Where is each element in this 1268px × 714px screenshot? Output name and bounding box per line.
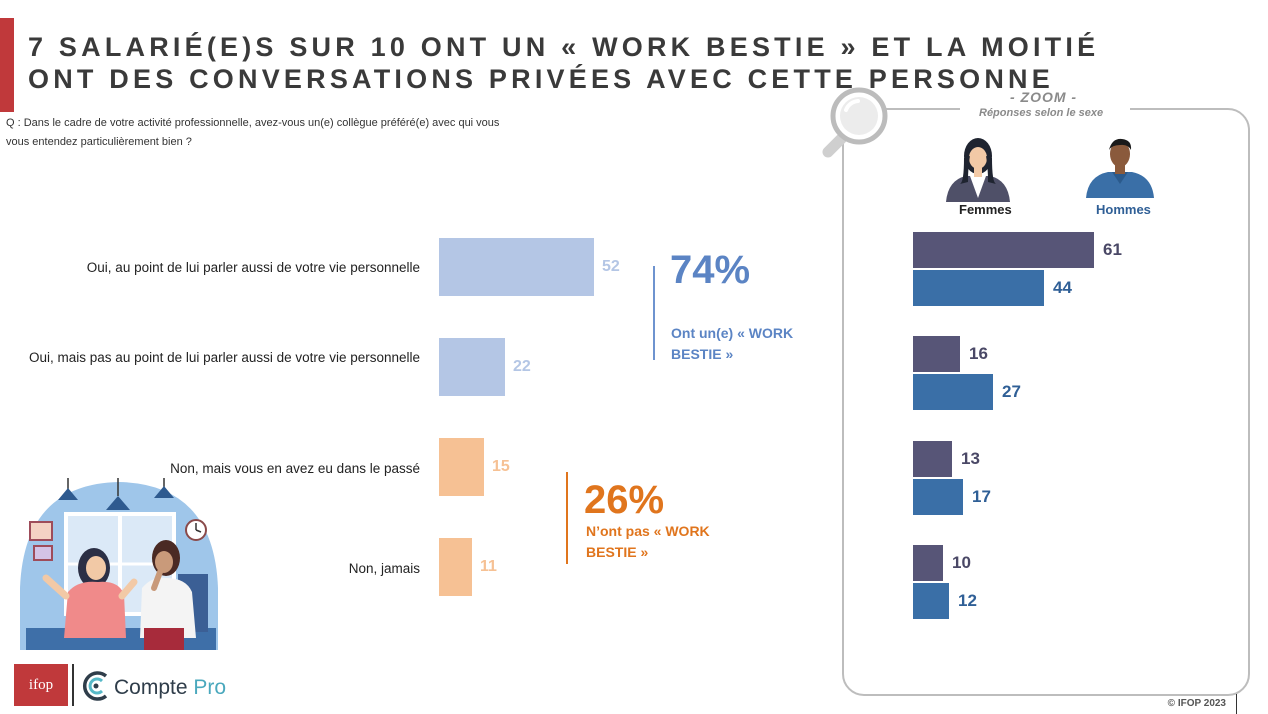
compte-pro-logo-icon	[82, 671, 108, 701]
no-group-label-line-2: BESTIE »	[586, 544, 649, 560]
no-group-label-line-1: N’ont pas « WORK	[586, 523, 710, 539]
category-label: Oui, au point de lui parler aussi de vot…	[86, 260, 420, 275]
ifop-logo: ifop	[14, 664, 68, 706]
femmes-value-label: 16	[969, 344, 988, 363]
hommes-bar	[913, 374, 993, 410]
hommes-value-label: 27	[1002, 382, 1021, 401]
compte-word: Compte	[114, 676, 188, 699]
bar-4	[439, 538, 472, 596]
zoom-subtitle: Réponses selon le sexe	[979, 107, 1104, 119]
pro-word: Pro	[193, 676, 227, 699]
femmes-bar	[913, 545, 943, 581]
page-title-line-1: 7 SALARIÉ(E)S SUR 10 ONT UN « WORK BESTI…	[28, 32, 1100, 62]
bar-value-label: 15	[492, 458, 510, 475]
footer-divider	[1236, 694, 1237, 714]
woman-avatar-icon	[946, 138, 1010, 202]
bar-value-label: 22	[513, 358, 531, 375]
man-avatar-icon	[1086, 138, 1154, 198]
office-illustration	[20, 478, 218, 650]
femmes-value-label: 61	[1103, 240, 1122, 259]
question-line-1: Q : Dans le cadre de votre activité prof…	[6, 117, 500, 129]
copyright-text: © IFOP 2023	[1167, 698, 1226, 709]
legend-hommes: Hommes	[1096, 202, 1151, 217]
bar-3	[439, 438, 484, 496]
yes-group-bracket	[653, 266, 655, 360]
zoom-title: - ZOOM -	[1010, 89, 1078, 105]
yes-group-label-line-1: Ont un(e) « WORK	[671, 325, 794, 341]
category-label: Non, mais vous en avez eu dans le passé	[170, 461, 420, 476]
bar-value-label: 11	[480, 558, 497, 575]
hommes-value-label: 12	[958, 591, 977, 610]
hommes-bar	[913, 479, 963, 515]
bar-1	[439, 238, 594, 296]
hommes-value-label: 44	[1053, 278, 1072, 297]
logo-divider	[72, 664, 74, 706]
zoom-panel-frame	[842, 108, 1250, 696]
compte-pro-wordmark: Compte Pro	[114, 676, 226, 700]
hommes-bar	[913, 583, 949, 619]
zoom-title-mask	[960, 90, 1130, 130]
legend-femmes: Femmes	[959, 202, 1012, 217]
yes-total-percent: 74%	[670, 248, 751, 292]
hommes-bar	[913, 270, 1044, 306]
femmes-bar	[913, 336, 960, 372]
page-title-line-2: ONT DES CONVERSATIONS PRIVÉES AVEC CETTE…	[28, 64, 1054, 94]
title-accent-bar	[0, 18, 14, 112]
femmes-bar	[913, 441, 952, 477]
femmes-bar	[913, 232, 1094, 268]
bar-2	[439, 338, 505, 396]
no-total-percent: 26%	[584, 478, 665, 522]
bar-value-label: 52	[602, 258, 620, 275]
ifop-logo-text: ifop	[28, 676, 54, 693]
hommes-value-label: 17	[972, 487, 991, 506]
no-group-bracket	[566, 472, 568, 564]
yes-group-label-line-2: BESTIE »	[671, 346, 734, 362]
magnifier-icon	[822, 87, 888, 158]
femmes-value-label: 13	[961, 449, 980, 468]
question-line-2: vous entendez particulièrement bien ?	[6, 136, 192, 148]
category-label: Non, jamais	[348, 561, 420, 576]
category-label: Oui, mais pas au point de lui parler aus…	[29, 350, 420, 365]
femmes-value-label: 10	[952, 553, 971, 572]
